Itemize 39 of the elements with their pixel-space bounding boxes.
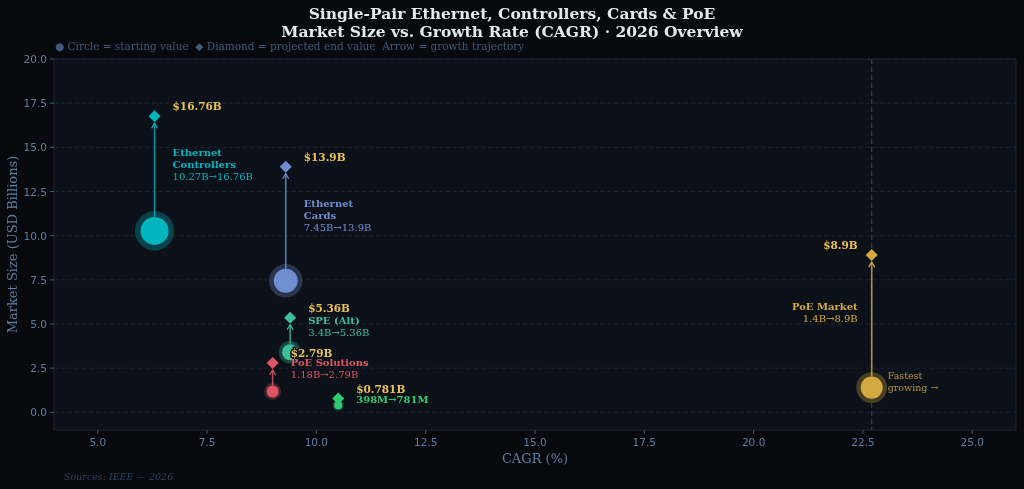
y-tick-label: 12.5 bbox=[23, 185, 47, 198]
annotation: Ethernet Controllers 10.27B→16.76B bbox=[172, 147, 253, 183]
x-axis-title: CAGR (%) bbox=[501, 451, 569, 466]
data-label: $16.76B bbox=[172, 100, 222, 113]
y-tick-label: 0.0 bbox=[30, 406, 47, 419]
y-axis-title: Market Size (USD Billions) bbox=[5, 155, 20, 334]
data-label: $8.9B bbox=[823, 239, 858, 252]
y-tick-label: 7.5 bbox=[30, 273, 47, 286]
annotation: Fastest growing → bbox=[887, 369, 939, 393]
x-tick-label: 5.0 bbox=[89, 436, 107, 448]
data-label: $0.781B bbox=[356, 382, 406, 395]
y-tick-label: 2.5 bbox=[30, 362, 47, 375]
annotation: Ethernet Cards 7.45B→13.9B bbox=[303, 197, 372, 233]
point bbox=[148, 110, 161, 123]
x-tick-label: 10.0 bbox=[304, 436, 329, 448]
annotation: 398M→781M bbox=[356, 393, 429, 405]
x-tick-label: 12.5 bbox=[413, 436, 438, 448]
y-tick-label: 10.0 bbox=[23, 229, 47, 242]
y-tick-label: 15.0 bbox=[23, 141, 47, 154]
data-label: $5.36B bbox=[308, 301, 351, 314]
point bbox=[865, 249, 878, 262]
x-tick-label: 15.0 bbox=[523, 436, 547, 448]
x-tick-label: 25.0 bbox=[960, 436, 984, 448]
chart-subtitle: ● Circle = starting value ◆ Diamond = projected end value Arrow = growth trajectory bbox=[55, 40, 525, 52]
y-tick-label: 17.5 bbox=[23, 97, 47, 110]
annotation: SPE (Alt) 3.4B→5.36B bbox=[308, 314, 370, 338]
point bbox=[266, 357, 279, 370]
x-tick-label: 22.5 bbox=[851, 436, 875, 448]
annotation: PoE Market 1.4B→8.9B bbox=[791, 301, 859, 325]
x-tick-label: 20.0 bbox=[741, 436, 766, 448]
y-tick-label: 5.0 bbox=[30, 318, 47, 330]
x-tick-label: 7.5 bbox=[198, 436, 216, 448]
y-tick-label: 20.0 bbox=[23, 53, 47, 65]
point bbox=[284, 311, 297, 324]
chart-title: Single-Pair Ethernet, Controllers, Cards & PoE Market Size vs. Growth Rate (CAGR) · 2026 Overview bbox=[281, 4, 744, 41]
point bbox=[279, 160, 292, 173]
x-tick-label: 17.5 bbox=[632, 436, 657, 448]
data-label: $13.9B bbox=[303, 150, 346, 163]
source-note: Sources: IEEE — 2026 bbox=[64, 471, 174, 482]
